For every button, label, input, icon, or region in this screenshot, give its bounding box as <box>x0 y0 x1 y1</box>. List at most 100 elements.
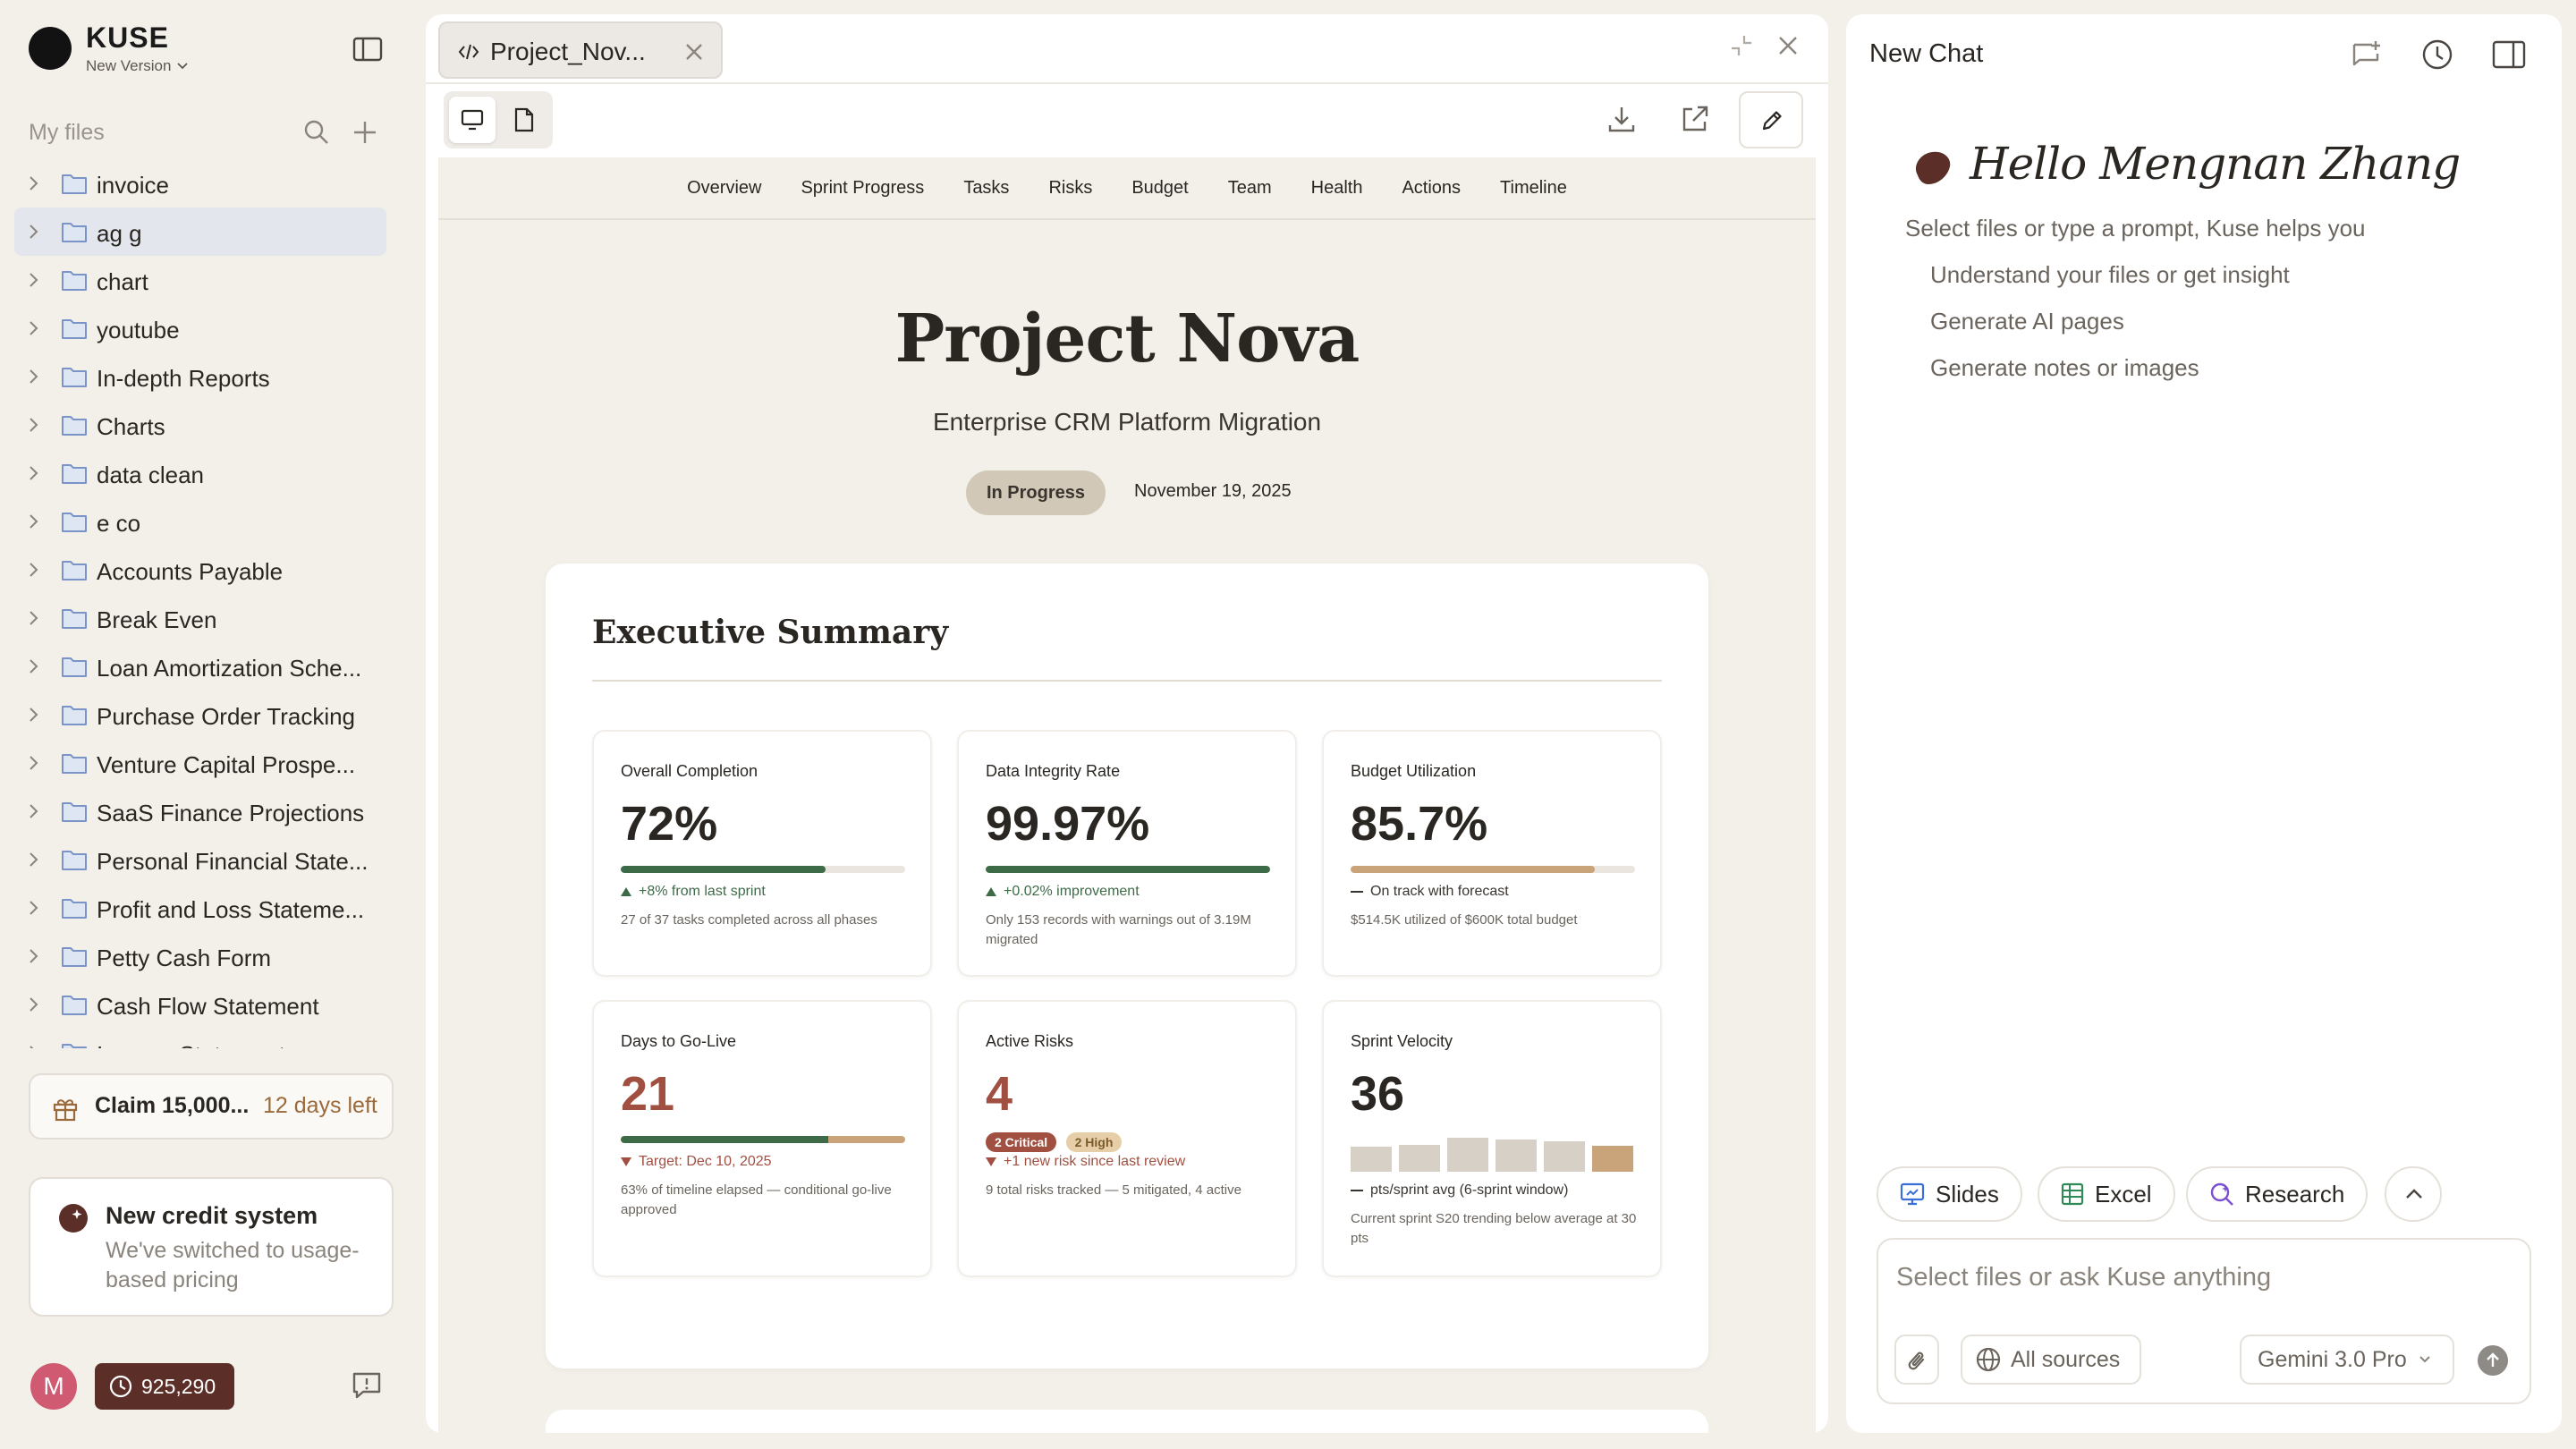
chevron-right-icon[interactable] <box>29 175 39 191</box>
metric-card-risks: Active Risks 4 2 Critical 2 High +1 new … <box>957 1000 1297 1277</box>
file-tree-item[interactable]: chart <box>14 256 386 304</box>
prompt-input[interactable] <box>1896 1259 2513 1295</box>
chevron-right-icon[interactable] <box>29 513 39 530</box>
file-tree-item[interactable]: In-depth Reports <box>14 352 386 401</box>
expand-modes-button[interactable] <box>2385 1166 2442 1222</box>
chevron-right-icon[interactable] <box>29 852 39 868</box>
chevron-right-icon[interactable] <box>29 996 39 1013</box>
version-selector[interactable]: New Version <box>86 57 189 75</box>
chevron-right-icon[interactable] <box>29 803 39 819</box>
file-tree-item[interactable]: Charts <box>14 401 386 449</box>
chevron-right-icon[interactable] <box>29 417 39 433</box>
doc-nav-link[interactable]: Sprint Progress <box>801 177 925 198</box>
user-avatar[interactable]: M <box>30 1363 77 1410</box>
file-tree-item[interactable]: Accounts Payable <box>14 546 386 594</box>
file-tree-item[interactable]: Venture Capital Prospe... <box>14 739 386 787</box>
doc-nav-link[interactable]: Timeline <box>1500 177 1567 198</box>
chevron-right-icon[interactable] <box>29 755 39 771</box>
chevron-right-icon[interactable] <box>29 320 39 336</box>
file-tree-item[interactable]: invoice <box>14 159 386 208</box>
download-icon[interactable] <box>1606 104 1637 134</box>
chat-title: New Chat <box>1869 39 1984 68</box>
doc-nav-link[interactable]: Budget <box>1131 177 1189 198</box>
open-external-icon[interactable] <box>1680 104 1710 134</box>
send-button[interactable] <box>2478 1345 2508 1376</box>
chevron-right-icon[interactable] <box>29 369 39 385</box>
chevron-right-icon[interactable] <box>29 562 39 578</box>
chevron-right-icon[interactable] <box>29 900 39 916</box>
search-icon[interactable] <box>302 118 331 147</box>
page-view-button[interactable] <box>501 97 547 143</box>
folder-icon <box>61 848 88 871</box>
excel-mode-button[interactable]: Excel <box>2038 1166 2175 1222</box>
file-tree-label: Accounts Payable <box>97 558 284 585</box>
chevron-right-icon[interactable] <box>29 465 39 481</box>
feedback-icon[interactable] <box>351 1370 383 1401</box>
collapse-icon[interactable] <box>1728 32 1755 59</box>
file-tree-item[interactable]: SaaS Finance Projections <box>14 787 386 835</box>
chevron-right-icon[interactable] <box>29 272 39 288</box>
suggestion-understand[interactable]: Understand your files or get insight <box>1930 261 2290 288</box>
metric-trend: Target: Dec 10, 2025 <box>621 1154 772 1170</box>
file-tree-item[interactable]: data clean <box>14 449 386 497</box>
slides-mode-button[interactable]: Slides <box>1877 1166 2022 1222</box>
file-tree-item[interactable]: youtube <box>14 304 386 352</box>
file-tree-item[interactable]: Personal Financial State... <box>14 835 386 884</box>
chevron-right-icon[interactable] <box>29 1045 39 1048</box>
edit-button[interactable] <box>1739 91 1803 148</box>
slides-label: Slides <box>1936 1180 1999 1208</box>
file-tree-label: chart <box>97 268 148 295</box>
project-title: Project Nova <box>894 301 1360 377</box>
chevron-right-icon[interactable] <box>29 707 39 723</box>
suggestion-ai-pages[interactable]: Generate AI pages <box>1930 308 2124 335</box>
greeting: Hello Mengnan Zhang <box>1970 138 2461 190</box>
suggestion-notes[interactable]: Generate notes or images <box>1930 354 2199 381</box>
research-mode-button[interactable]: Research <box>2186 1166 2368 1222</box>
credits-balance[interactable]: 925,290 <box>95 1363 234 1410</box>
desktop-view-button[interactable] <box>449 97 496 143</box>
credit-coin-icon <box>109 1375 132 1398</box>
file-tree-label: ag g <box>97 220 142 247</box>
attach-button[interactable] <box>1894 1335 1939 1385</box>
metric-card-integrity: Data Integrity Rate 99.97% +0.02% improv… <box>957 730 1297 977</box>
history-icon[interactable] <box>2420 38 2454 72</box>
doc-nav-link[interactable]: Health <box>1310 177 1363 198</box>
critical-tag: 2 Critical <box>986 1132 1057 1152</box>
file-tree-item[interactable]: Profit and Loss Stateme... <box>14 884 386 932</box>
doc-nav-link[interactable]: Overview <box>687 177 762 198</box>
file-tree-item[interactable]: Purchase Order Tracking <box>14 691 386 739</box>
file-tree-item[interactable]: ag g <box>14 208 386 256</box>
file-tree-item[interactable]: e co <box>14 497 386 546</box>
plus-icon[interactable] <box>351 118 379 147</box>
file-tree-item[interactable]: Break Even <box>14 594 386 642</box>
document-tab[interactable]: Project_Nov... <box>438 21 723 79</box>
file-tree-label: invoice <box>97 172 169 199</box>
chevron-right-icon[interactable] <box>29 948 39 964</box>
file-tree-item[interactable]: Income Statement <box>14 1029 386 1048</box>
file-tree-item[interactable]: Loan Amortization Sche... <box>14 642 386 691</box>
report-date: November 19, 2025 <box>1134 481 1292 501</box>
doc-nav-link[interactable]: Risks <box>1048 177 1093 198</box>
model-selector[interactable]: Gemini 3.0 Pro <box>2240 1335 2454 1385</box>
close-panel-icon[interactable] <box>1776 34 1800 57</box>
brand-name: KUSE <box>86 21 169 54</box>
file-tree-item[interactable]: Cash Flow Statement <box>14 980 386 1029</box>
chevron-right-icon[interactable] <box>29 610 39 626</box>
doc-nav-link[interactable]: Tasks <box>963 177 1010 198</box>
claim-credits-banner[interactable]: Claim 15,000... 12 days left <box>29 1073 394 1140</box>
doc-nav-link[interactable]: Team <box>1227 177 1272 198</box>
sidebar-toggle-icon[interactable] <box>352 36 383 63</box>
credit-system-notice[interactable]: New credit system We've switched to usag… <box>29 1177 394 1317</box>
kuse-logo[interactable] <box>29 27 72 70</box>
panel-layout-icon[interactable] <box>2492 39 2526 70</box>
status-badge: In Progress <box>966 470 1106 515</box>
metric-value: 21 <box>621 1067 675 1121</box>
new-chat-icon[interactable] <box>2349 38 2385 73</box>
chevron-right-icon[interactable] <box>29 224 39 240</box>
close-icon[interactable] <box>683 41 705 63</box>
sparkle-badge-icon <box>57 1202 89 1234</box>
sources-selector[interactable]: All sources <box>1961 1335 2141 1385</box>
doc-nav-link[interactable]: Actions <box>1402 177 1462 198</box>
file-tree-item[interactable]: Petty Cash Form <box>14 932 386 980</box>
chevron-right-icon[interactable] <box>29 658 39 674</box>
